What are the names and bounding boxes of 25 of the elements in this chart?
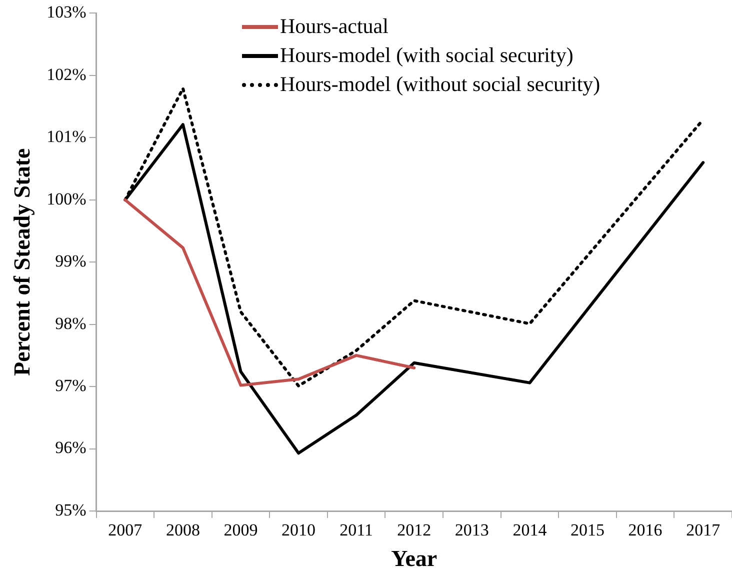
y-tick-label: 100%: [46, 189, 86, 208]
x-tick-label: 2009: [224, 520, 258, 540]
x-tick-label: 2008: [166, 520, 200, 540]
y-tick-label: 98%: [55, 314, 86, 333]
y-tick-label: 102%: [46, 64, 86, 84]
x-tick-label: 2007: [108, 520, 143, 540]
x-axis-title: Year: [391, 546, 438, 572]
y-tick-label: 95%: [55, 500, 86, 520]
x-tick-label: 2013: [454, 520, 489, 540]
x-tick-label: 2017: [686, 520, 721, 540]
y-tick-label: 99%: [55, 252, 86, 271]
y-tick-label: 96%: [55, 438, 86, 458]
x-tick-label: 2011: [340, 520, 374, 540]
x-tick-label: 2012: [397, 520, 432, 540]
x-tick-label: 2014: [512, 520, 548, 540]
y-tick-label: 101%: [46, 127, 86, 146]
legend-label: Hours-model (with social security): [280, 42, 574, 69]
y-tick-label: 97%: [55, 376, 86, 396]
y-axis-title: Percent of Steady State: [10, 148, 35, 376]
x-tick-label: 2016: [628, 520, 662, 540]
x-tick-label: 2015: [570, 520, 605, 540]
x-tick-label: 2010: [282, 520, 316, 540]
legend-label: Hours-actual: [280, 13, 388, 40]
y-tick-label: 103%: [46, 2, 86, 22]
legend-label: Hours-model (without social security): [280, 71, 600, 98]
